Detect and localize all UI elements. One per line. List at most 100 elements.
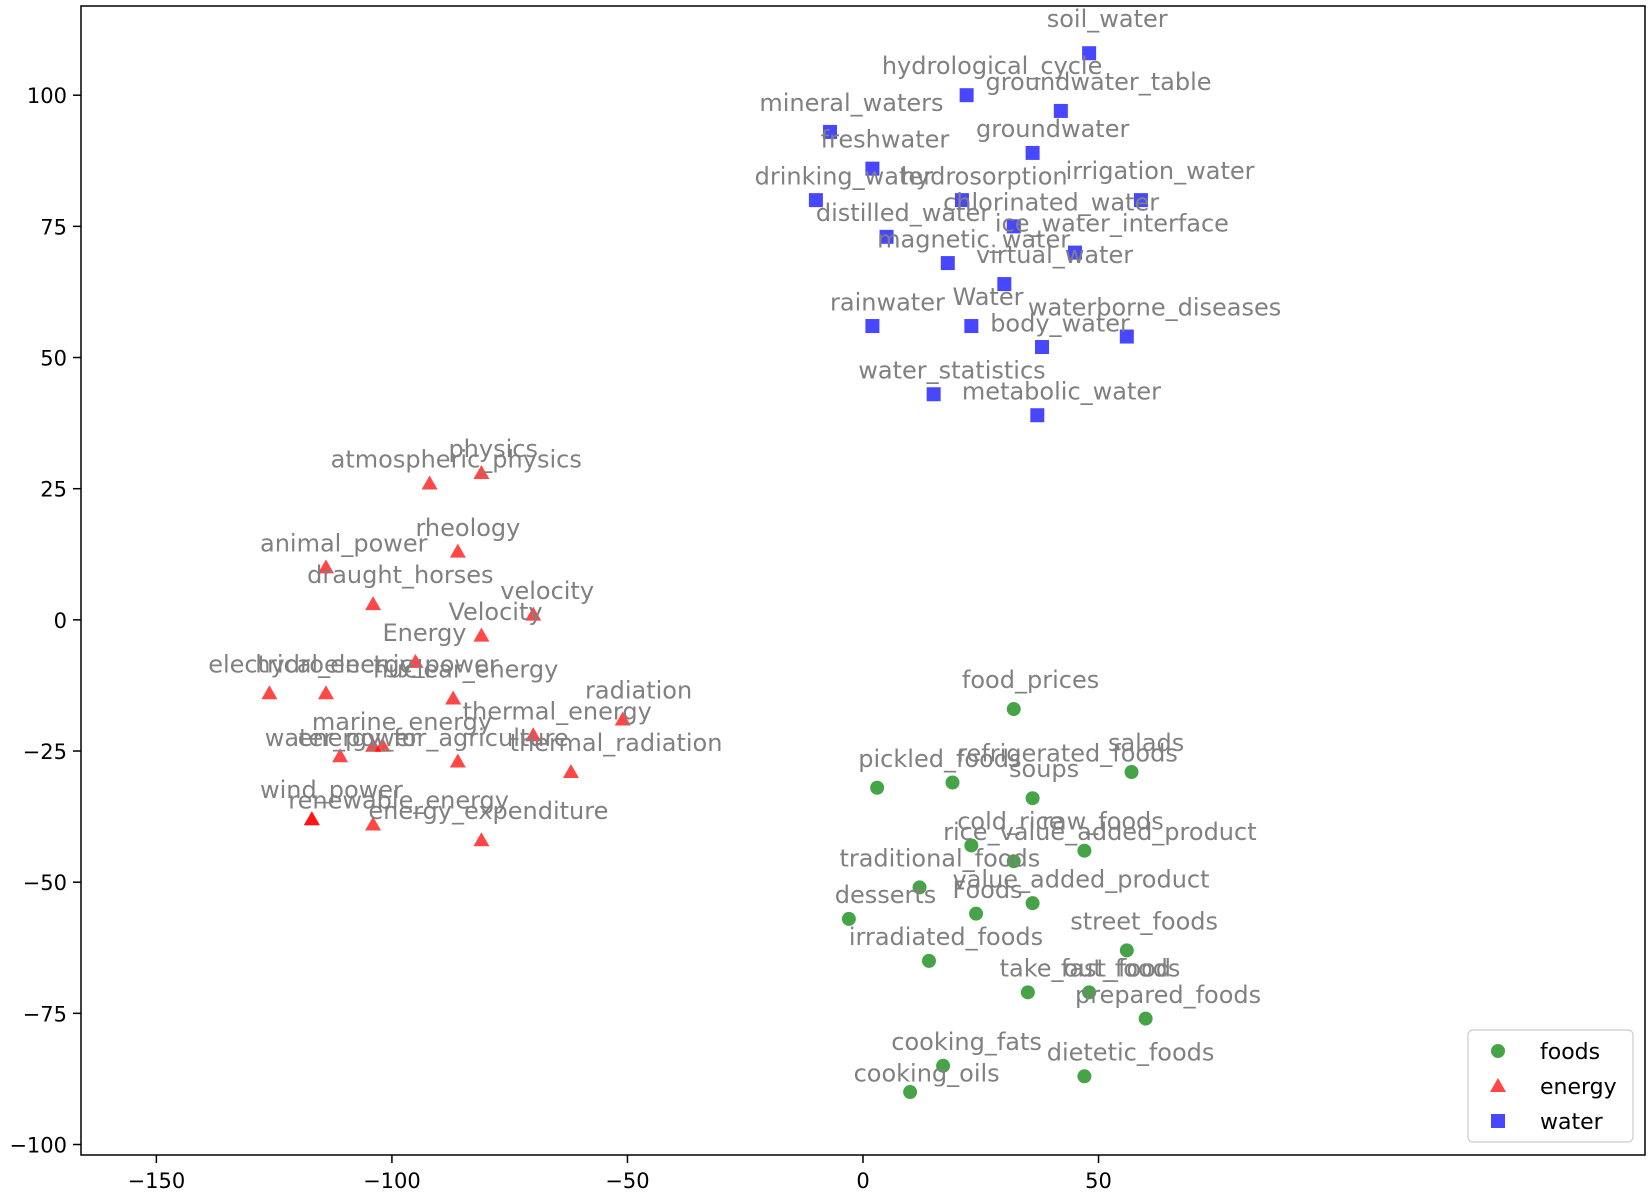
point-label-refrigerated-foods: refrigerated_foods xyxy=(957,740,1178,768)
legend-label-foods: foods xyxy=(1540,1040,1600,1065)
y-tick-label: 25 xyxy=(40,478,67,502)
point-water-water xyxy=(964,319,979,334)
point-label-cooking-fats: cooking_fats xyxy=(891,1028,1042,1056)
point-label-raw-foods: raw_foods xyxy=(1042,808,1164,836)
point-energy-thermal-energy xyxy=(525,727,542,742)
point-label-foods: Foods xyxy=(953,876,1023,904)
point-label-water: Water xyxy=(953,283,1024,311)
point-water-freshwater xyxy=(865,161,880,176)
point-label-irradiated-foods: irradiated_foods xyxy=(849,923,1043,951)
legend: foods energy water xyxy=(1467,1029,1634,1143)
point-energy-thermal-energy-2 xyxy=(449,753,466,768)
point-label-food-prices: food_prices xyxy=(962,666,1099,694)
x-tick-label: 0 xyxy=(856,1169,869,1192)
point-label-value-added-product: value_added_product xyxy=(953,865,1210,893)
point-energy-atmospheric-physics xyxy=(421,475,438,490)
point-label-animal-power: animal_power xyxy=(260,530,428,558)
point-label-rice-value-added-product: rice_value_added_product xyxy=(943,818,1257,846)
point-label-virtual-water: virtual_water xyxy=(976,241,1133,269)
point-label-groundwater-table: groundwater_table xyxy=(985,68,1211,96)
point-water-chlorinated-water xyxy=(1006,219,1021,234)
legend-label-water: water xyxy=(1540,1110,1604,1135)
point-label-hydroelectric-power: hydroelectric_power xyxy=(255,650,499,678)
point-foods-street-foods xyxy=(1119,943,1134,958)
point-label-irrigation-water: irrigation_water xyxy=(1066,157,1255,185)
point-label-soups: soups xyxy=(1009,755,1079,783)
point-foods-cooking-oils xyxy=(903,1085,918,1100)
y-axis: −100 −75 −50 −25 0 25 50 75 100 xyxy=(9,84,81,1158)
point-label-cold-rice: cold_rice xyxy=(957,808,1063,836)
point-label-renewable-energy: renewable_energy xyxy=(288,787,509,815)
point-label-fast-food: fast_food xyxy=(1061,955,1171,983)
point-foods-prepared-foods xyxy=(1138,1011,1153,1026)
point-energy-radiation xyxy=(614,711,631,726)
points-layer xyxy=(261,46,1153,1100)
point-foods-food-prices xyxy=(1006,702,1021,717)
y-tick-label: 50 xyxy=(40,347,67,371)
point-energy-animal-power xyxy=(317,559,334,574)
point-label-rheology: rheology xyxy=(415,514,520,542)
point-water-ice-water-interface xyxy=(1067,245,1082,260)
point-label-street-foods: street_foods xyxy=(1070,907,1218,935)
point-label-prepared-foods: prepared_foods xyxy=(1075,981,1261,1009)
legend-box xyxy=(1467,1029,1634,1143)
point-energy-thermal-radiation xyxy=(562,764,579,778)
point-label-velocity: velocity xyxy=(500,577,594,605)
point-label-marine-energy: marine_energy xyxy=(312,708,492,736)
point-energy-physics xyxy=(473,464,490,479)
point-energy-velocity xyxy=(525,606,542,621)
point-label-radiation: radiation xyxy=(585,677,692,705)
point-label-soil-water: soil_water xyxy=(1047,5,1168,33)
point-foods-irradiated-foods xyxy=(921,953,936,968)
legend-marker-foods xyxy=(1491,1044,1505,1058)
point-water-hydrological-cycle xyxy=(959,88,974,103)
legend-label-energy: energy xyxy=(1540,1075,1617,1100)
point-label-physics: physics xyxy=(448,435,538,463)
labels-layer: food_prices refrigerated_foodspickled_foo… xyxy=(208,5,1281,1088)
point-water-metabolic-water xyxy=(1030,408,1045,423)
point-foods-fast-food xyxy=(1082,985,1097,1000)
point-energy-rheology xyxy=(449,543,466,558)
point-label-mineral-waters: mineral_waters xyxy=(759,89,943,117)
point-foods-salads xyxy=(1124,765,1139,779)
x-axis: −150 −100 −50 0 50 xyxy=(128,1155,1112,1192)
point-label-body-water: body_water xyxy=(990,309,1130,337)
point-water-drinking-water xyxy=(808,193,823,208)
point-energy-velocity xyxy=(473,627,490,642)
point-water-groundwater-table xyxy=(1053,103,1068,118)
point-foods-cold-rice xyxy=(964,838,979,853)
point-label-take-out-foods: take_out_foods xyxy=(1000,955,1181,983)
point-water-waterborne-diseases xyxy=(1119,329,1134,344)
point-energy-energy-expenditure xyxy=(365,816,382,831)
point-energy-nuclear-energy xyxy=(445,690,462,705)
point-energy-energy xyxy=(407,653,424,668)
point-label-waterborne-diseases: waterborne_diseases xyxy=(1028,294,1281,322)
point-label-ice-water-interface: ice_water_interface xyxy=(995,210,1229,238)
y-tick-label: 75 xyxy=(40,215,67,239)
point-label-chlorinated-water: chlorinated_water xyxy=(943,189,1159,217)
point-foods-refrigerated-foods xyxy=(945,775,960,790)
point-label-cooking-oils: cooking_oils xyxy=(854,1060,1000,1088)
point-energy-draught-horses xyxy=(365,596,382,611)
point-label-dietetic-foods: dietetic_foods xyxy=(1047,1039,1215,1067)
point-foods-take-out-foods xyxy=(1020,985,1035,1000)
point-label-drinking-water: drinking_water xyxy=(755,162,934,190)
point-energy-renewable-energy xyxy=(303,811,320,826)
y-tick-label: −100 xyxy=(9,1134,67,1158)
y-tick-label: −75 xyxy=(23,1002,67,1026)
point-foods-pickled-foods xyxy=(870,780,885,795)
y-tick-label: 0 xyxy=(54,609,67,633)
point-label-salads: salads xyxy=(1108,729,1184,757)
point-water-virtual-water xyxy=(997,277,1012,292)
point-label-rainwater: rainwater xyxy=(830,288,945,316)
point-label-nuclear-energy: nuclear_energy xyxy=(373,656,558,684)
x-tick-label: 50 xyxy=(1085,1169,1112,1192)
point-foods-value-added-product xyxy=(1025,896,1040,911)
point-label-hydrosorption: hydrosorption xyxy=(901,162,1068,190)
x-tick-label: −150 xyxy=(128,1169,186,1192)
point-label-traditional-foods: traditional_foods xyxy=(839,844,1040,872)
point-energy-energy-for-agriculture xyxy=(374,737,391,752)
point-foods-desserts xyxy=(841,911,856,926)
point-label-velocity: Velocity xyxy=(448,598,542,626)
point-water-irrigation-water xyxy=(1133,193,1148,208)
